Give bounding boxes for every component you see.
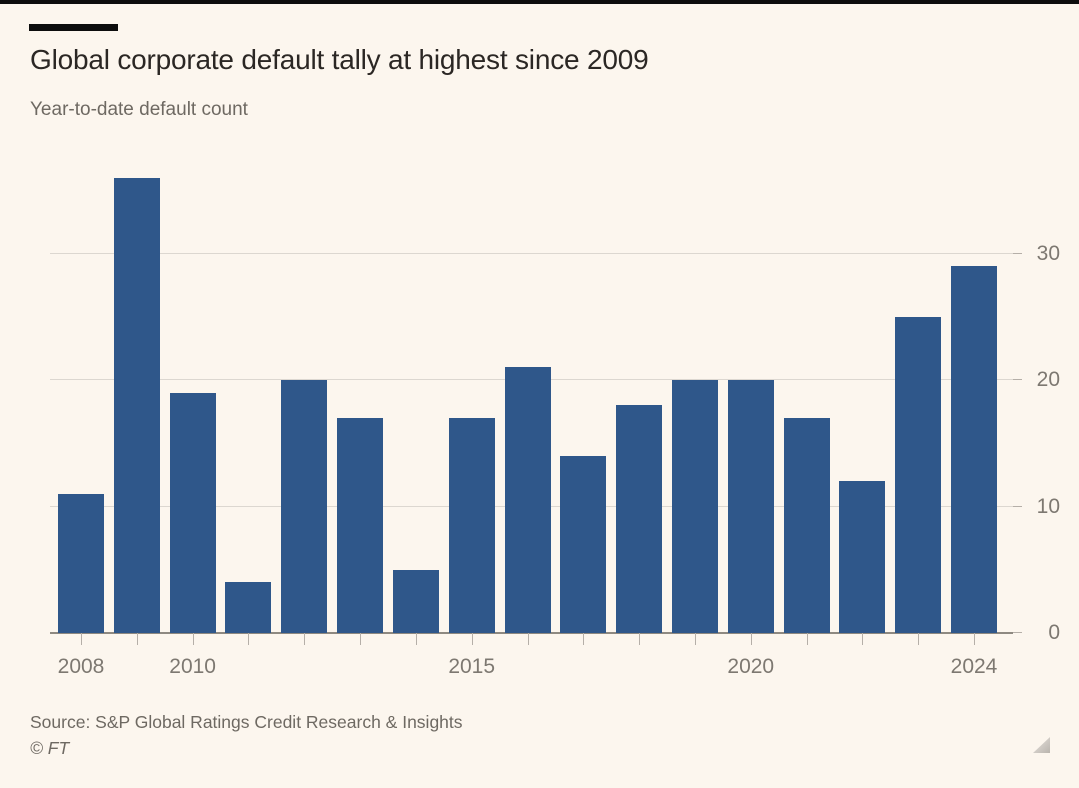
x-axis-tick-2021 xyxy=(806,633,808,645)
x-axis-tick-2012 xyxy=(304,633,306,645)
resize-handle-icon[interactable] xyxy=(1033,737,1050,753)
chart-title: Global corporate default tally at highes… xyxy=(30,44,649,75)
y-axis-label-20: 20 xyxy=(1036,368,1060,391)
chart-subtitle: Year-to-date default count xyxy=(30,99,248,120)
bar-slot-2017 xyxy=(560,150,607,645)
title-accent-rule xyxy=(29,24,118,31)
bar-slot-2009 xyxy=(113,150,160,645)
x-axis-tick-2018 xyxy=(639,633,641,645)
bar-2017 xyxy=(560,455,607,633)
gridline-30 xyxy=(50,252,1013,254)
y-axis-label-30: 30 xyxy=(1036,241,1060,265)
x-axis-label-2015: 2015 xyxy=(448,655,496,678)
x-axis-tick-2020 xyxy=(750,633,752,645)
bar-2012 xyxy=(281,380,328,633)
x-axis-tick-2016 xyxy=(527,633,529,645)
bar-2015 xyxy=(448,417,495,633)
bar-2024 xyxy=(951,266,997,633)
x-axis-tick-2023 xyxy=(918,633,920,645)
bar-2011 xyxy=(225,582,272,633)
x-axis-label-2008: 2008 xyxy=(57,655,105,678)
x-axis-tick-2013 xyxy=(360,633,362,645)
x-axis-tick-2010 xyxy=(192,633,194,645)
bar-slot-2016 xyxy=(504,150,551,645)
bar-2016 xyxy=(504,367,551,633)
bar-slot-2024: 2024 xyxy=(951,150,997,678)
x-axis-tick-2015 xyxy=(471,633,473,645)
x-axis-tick-2024 xyxy=(974,633,975,645)
x-axis-tick-2017 xyxy=(583,633,585,645)
bar-slot-2018 xyxy=(616,150,663,645)
y-axis-tick-0 xyxy=(1013,632,1022,633)
x-axis-label-2020: 2020 xyxy=(727,655,775,678)
y-axis-tick-20 xyxy=(1013,379,1022,380)
x-axis-label-2010: 2010 xyxy=(169,655,216,678)
bar-slot-2013 xyxy=(337,150,384,645)
bar-slot-2019 xyxy=(671,150,718,645)
x-axis-tick-2019 xyxy=(694,633,696,645)
bar-slot-2023 xyxy=(895,150,942,645)
bar-slot-2008: 2008 xyxy=(58,150,104,678)
x-axis-tick-2009 xyxy=(136,633,138,645)
bar-2020 xyxy=(727,380,774,633)
y-axis-tick-10 xyxy=(1013,505,1022,507)
bar-slot-2022 xyxy=(839,150,886,645)
page-top-rule xyxy=(0,0,1079,4)
x-axis-tick-2011 xyxy=(248,633,250,645)
bar-2023 xyxy=(895,316,942,633)
bar-slot-2020: 2020 xyxy=(727,150,774,678)
source-text: Source: S&P Global Ratings Credit Resear… xyxy=(30,712,463,732)
bar-2018 xyxy=(616,405,663,633)
y-axis-label-10: 10 xyxy=(1036,494,1060,518)
x-axis-tick-2014 xyxy=(415,633,417,645)
bar-slot-2014 xyxy=(392,150,439,645)
bar-2009 xyxy=(113,177,160,633)
bar-2013 xyxy=(337,417,384,633)
bar-2014 xyxy=(392,569,439,633)
bar-slot-2012 xyxy=(281,150,328,645)
bar-slot-2011 xyxy=(225,150,272,645)
y-axis-tick-30 xyxy=(1013,252,1022,254)
x-axis-baseline xyxy=(50,632,1013,634)
x-axis-label-2024: 2024 xyxy=(950,655,998,678)
x-axis-tick-2008 xyxy=(81,633,82,645)
bar-2022 xyxy=(839,481,886,633)
x-axis-tick-2022 xyxy=(862,633,864,645)
y-axis-label-0: 0 xyxy=(1048,621,1060,644)
bar-slot-2021 xyxy=(783,150,830,645)
bar-2010 xyxy=(169,392,216,633)
bar-2021 xyxy=(783,417,830,633)
bar-slot-2015: 2015 xyxy=(448,150,495,678)
bar-2008 xyxy=(58,493,104,633)
bar-chart-plot-area: 0 10 20 30 2008 2010 2015 2020 2024 xyxy=(50,150,1060,678)
bar-slot-2010: 2010 xyxy=(169,150,216,678)
ft-copyright: © FT xyxy=(30,738,70,758)
bars-row: 2008 2010 2015 2020 2024 xyxy=(50,150,1013,678)
bar-2019 xyxy=(671,380,718,633)
